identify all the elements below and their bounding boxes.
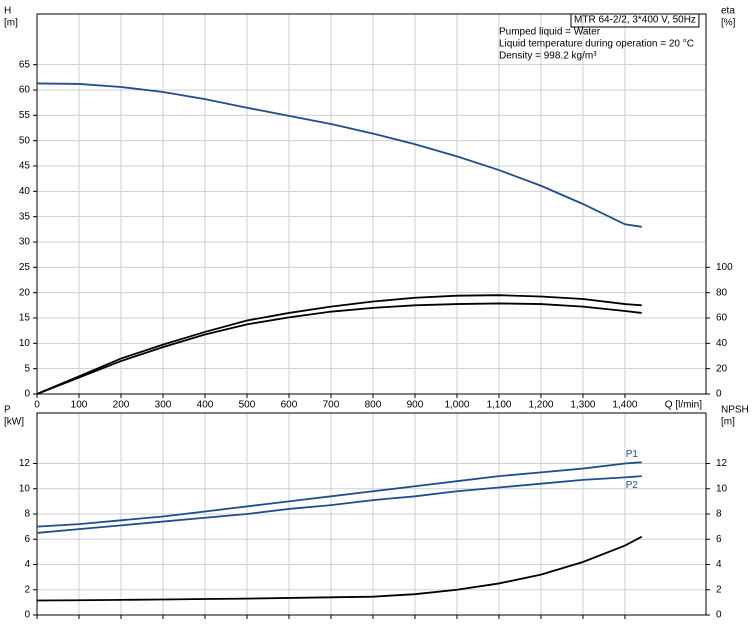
y-tick-label: 0 [24, 389, 30, 400]
x-axis-label: Q [l/min] [665, 400, 702, 411]
y-tick-label: 20 [19, 287, 31, 298]
y2-tick-label: 10 [716, 483, 728, 494]
y-tick-label: 4 [24, 559, 30, 570]
y2-tick-label: 100 [716, 262, 733, 273]
plot-frame [36, 13, 707, 395]
x-tick-label: 1,400 [612, 400, 637, 411]
y-tick-label: 35 [19, 211, 31, 222]
series-label: P1 [626, 449, 639, 460]
y-tick-label: 8 [24, 509, 30, 520]
y2-tick-label: 12 [716, 458, 728, 469]
x-tick-label: 100 [71, 400, 88, 411]
y2-tick-label: 4 [716, 559, 722, 570]
y-tick-label: 25 [19, 262, 31, 273]
curve [36, 294, 642, 395]
annotation-box [570, 13, 700, 28]
x-tick-label: 400 [197, 400, 214, 411]
y-tick-label: 6 [24, 534, 30, 545]
x-tick-label: 1,300 [570, 400, 595, 411]
y-axis-label: [kW] [4, 417, 24, 428]
y2-tick-label: 20 [716, 363, 728, 374]
y-tick-label: 5 [24, 363, 30, 374]
curve [36, 461, 642, 528]
y2-tick-label: 40 [716, 338, 728, 349]
y-tick-label: 10 [19, 483, 31, 494]
annotation: Pumped liquid = Water [499, 27, 601, 38]
y2-axis-label: [m] [721, 417, 735, 428]
x-tick-label: 1,100 [486, 400, 511, 411]
y-tick-label: 50 [19, 135, 31, 146]
x-tick-label: 900 [407, 400, 424, 411]
y-tick-label: 65 [19, 59, 31, 70]
x-tick-label: 200 [113, 400, 130, 411]
y-tick-label: 2 [24, 584, 30, 595]
y2-tick-label: 0 [716, 610, 722, 621]
y-tick-label: 55 [19, 110, 31, 121]
y2-tick-label: 80 [716, 287, 728, 298]
curve [36, 475, 642, 534]
y2-tick-label: 6 [716, 534, 722, 545]
y-tick-label: 30 [19, 237, 31, 248]
y-tick-label: 60 [19, 85, 31, 96]
x-tick-label: 700 [323, 400, 340, 411]
y2-axis-label: [%] [721, 18, 736, 29]
y2-tick-label: 0 [716, 389, 722, 400]
y2-tick-label: 60 [716, 313, 728, 324]
y-tick-label: 15 [19, 313, 31, 324]
x-tick-label: 0 [34, 400, 40, 411]
x-tick-label: 300 [155, 400, 172, 411]
y-tick-label: 40 [19, 186, 31, 197]
y-axis-label: [m] [4, 18, 18, 29]
y-tick-label: 45 [19, 161, 31, 172]
series-label: P2 [626, 480, 639, 491]
plot-frame [36, 412, 707, 616]
y2-axis-label: eta [721, 6, 735, 17]
annotation: Liquid temperature during operation = 20… [499, 39, 694, 50]
curve [36, 302, 642, 395]
y2-tick-label: 8 [716, 509, 722, 520]
x-tick-label: 600 [281, 400, 298, 411]
x-tick-label: 800 [365, 400, 382, 411]
y2-axis-label: NPSH [721, 405, 749, 416]
annotation: Density = 998.2 kg/m³ [499, 51, 597, 62]
y2-tick-label: 2 [716, 584, 722, 595]
x-tick-label: 1,000 [444, 400, 469, 411]
y-axis-label: P [4, 405, 11, 416]
y-tick-label: 12 [19, 458, 31, 469]
curve [36, 82, 642, 228]
curve [36, 535, 643, 602]
y-axis-label: H [4, 6, 11, 17]
annotation: MTR 64-2/2, 3*400 V, 50Hz [574, 15, 696, 26]
x-tick-label: 1,200 [528, 400, 553, 411]
x-tick-label: 500 [239, 400, 256, 411]
y-tick-label: 10 [19, 338, 31, 349]
y-tick-label: 0 [24, 610, 30, 621]
